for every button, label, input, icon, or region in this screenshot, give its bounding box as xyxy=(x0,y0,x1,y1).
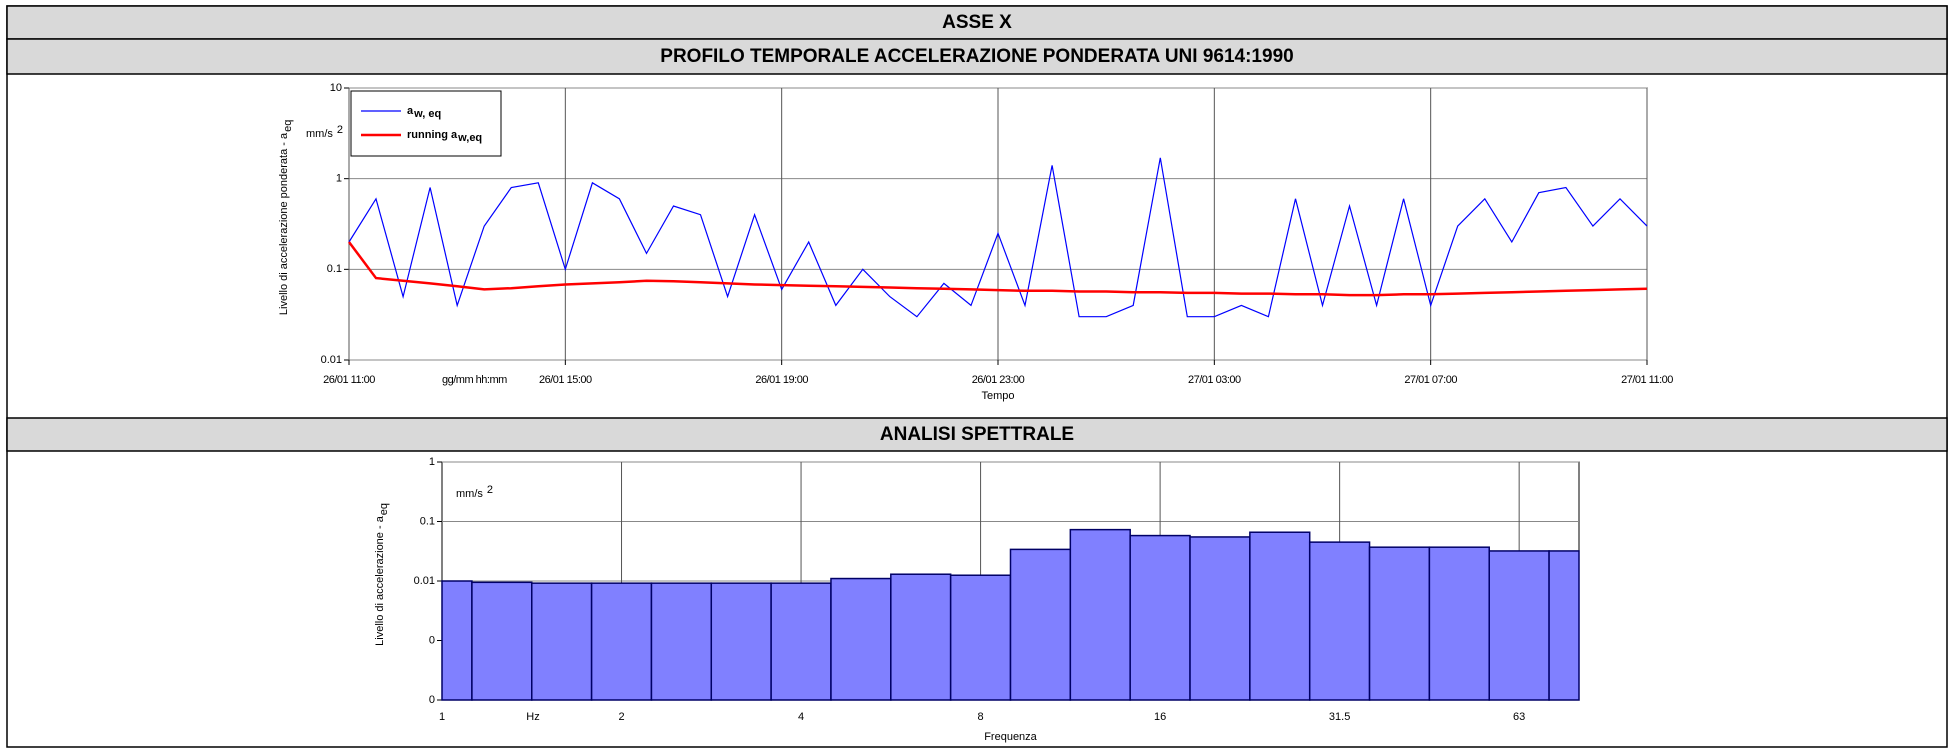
x-tick-label: 27/01 07:00 xyxy=(1404,374,1457,386)
bar xyxy=(949,574,1012,701)
chart-title: PROFILO TEMPORALE ACCELERAZIONE PONDERAT… xyxy=(660,46,1293,67)
x-tick-label: 26/01 15:00 xyxy=(539,374,592,386)
bar xyxy=(1308,541,1371,701)
title: ASSE X xyxy=(942,12,1012,33)
x-unit: gg/mm hh:mm xyxy=(442,374,507,386)
y-tick-label: 1 xyxy=(429,456,435,468)
x-label: Frequenza xyxy=(984,731,1037,743)
bar xyxy=(650,582,713,701)
x-tick-label: 4 xyxy=(798,711,804,723)
y-label-text: Livello di accelerazione ponderata - a xyxy=(278,132,290,315)
y-tick-label: 10 xyxy=(330,82,342,94)
bar xyxy=(1189,536,1251,701)
header-bar xyxy=(6,5,1948,40)
bar xyxy=(441,580,473,701)
bar xyxy=(1249,531,1311,701)
bar xyxy=(471,581,533,701)
series-line xyxy=(348,157,1648,318)
x-tick-label: 2 xyxy=(618,711,624,723)
bar xyxy=(1548,550,1580,701)
bar xyxy=(531,582,593,701)
y-label: Livello di accelerazione - aeq xyxy=(374,503,390,646)
legend-label-sub: w,eq xyxy=(457,132,482,144)
legend xyxy=(350,90,502,157)
bar xyxy=(830,577,892,701)
y-tick-label: 0.1 xyxy=(327,263,342,275)
bar xyxy=(770,582,832,701)
y-tick-label: 0 xyxy=(429,694,435,706)
bar xyxy=(1488,550,1550,701)
series-line xyxy=(347,241,1648,297)
x-tick-label: 27/01 11:00 xyxy=(1621,374,1673,386)
legend-label: a xyxy=(407,105,414,117)
x-tick-label: 26/01 23:00 xyxy=(972,374,1025,386)
x-tick-label: 27/01 03:00 xyxy=(1188,374,1241,386)
bar xyxy=(1428,546,1490,701)
x-label: Tempo xyxy=(981,390,1014,402)
x-tick-label: 16 xyxy=(1154,711,1166,723)
y-label-sub: eq xyxy=(282,120,294,132)
y-unit-sup: 2 xyxy=(487,484,493,496)
x-tick-label: 63 xyxy=(1513,711,1525,723)
y-unit-sup: 2 xyxy=(337,124,343,136)
x-tick-label: 1 xyxy=(439,711,445,723)
y-unit: mm/s xyxy=(456,488,483,500)
x-unit: Hz xyxy=(526,711,539,723)
y-unit: mm/s xyxy=(306,128,333,140)
bar xyxy=(1069,528,1131,701)
y-tick-label: 0.01 xyxy=(414,575,435,587)
x-tick-label: 31.5 xyxy=(1329,711,1350,723)
header-bar xyxy=(6,38,1948,75)
bar xyxy=(1129,534,1191,701)
y-tick-label: 0 xyxy=(429,634,435,646)
bar xyxy=(1368,546,1431,701)
bar xyxy=(590,582,653,701)
chart-title: ANALISI SPETTRALE xyxy=(880,424,1074,445)
legend-label: running a xyxy=(407,129,458,141)
y-tick-label: 1 xyxy=(336,173,342,185)
header-bar xyxy=(6,417,1948,452)
y-label-text: Livello di accelerazione - a xyxy=(374,515,386,646)
bar xyxy=(1009,548,1072,701)
x-tick-label: 26/01 19:00 xyxy=(755,374,808,386)
bar xyxy=(890,573,952,701)
y-tick-label: 0.01 xyxy=(321,354,342,366)
bar xyxy=(710,582,772,701)
y-label-sub: eq xyxy=(378,503,390,515)
x-tick-label: 8 xyxy=(978,711,984,723)
legend-label-sub: w, eq xyxy=(413,108,441,120)
x-tick-label: 26/01 11:00 xyxy=(323,374,375,386)
y-tick-label: 0.1 xyxy=(420,515,435,527)
y-label: Livello di accelerazione ponderata - aeq xyxy=(278,120,294,315)
